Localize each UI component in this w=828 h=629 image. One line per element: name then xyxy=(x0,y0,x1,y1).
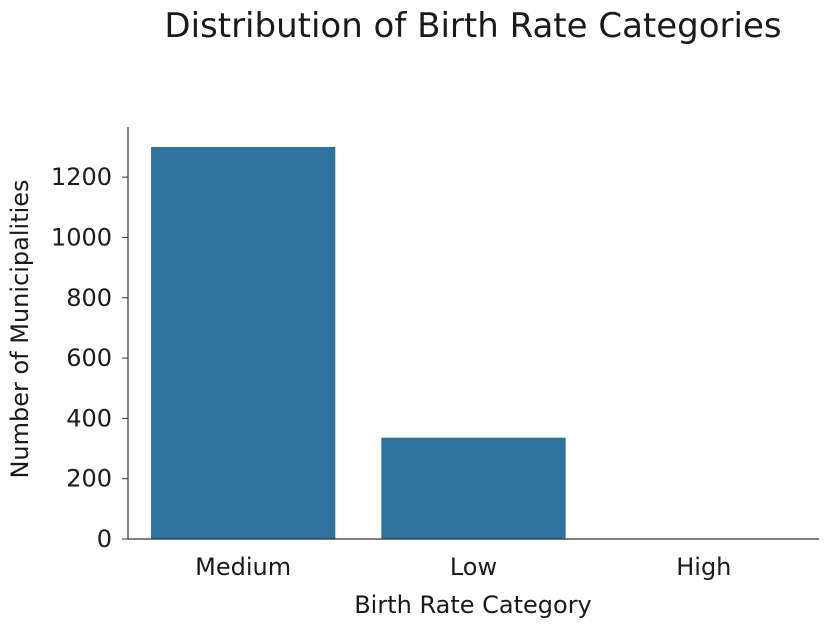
y-axis-label: Number of Municipalities xyxy=(6,179,34,478)
x-tick-label-high: High xyxy=(676,553,731,581)
x-tick-label-low: Low xyxy=(450,553,497,581)
y-tick-label: 1000 xyxy=(51,223,112,251)
y-tick-label: 800 xyxy=(66,284,112,312)
y-tick-label: 600 xyxy=(66,344,112,372)
y-ticks-group: 0 200 400 600 800 1000 1200 xyxy=(51,163,128,553)
bar-medium xyxy=(151,147,336,539)
bar-low xyxy=(381,437,566,539)
x-axis-label: Birth Rate Category xyxy=(354,591,592,619)
y-tick-label: 400 xyxy=(66,404,112,432)
chart-title: Distribution of Birth Rate Categories xyxy=(164,6,781,46)
x-ticks-group: Medium Low High xyxy=(195,553,731,581)
x-tick-label-medium: Medium xyxy=(195,553,291,581)
y-tick-label: 0 xyxy=(97,525,112,553)
bars-group xyxy=(151,147,566,539)
y-tick-label: 1200 xyxy=(51,163,112,191)
y-tick-label: 200 xyxy=(66,465,112,493)
